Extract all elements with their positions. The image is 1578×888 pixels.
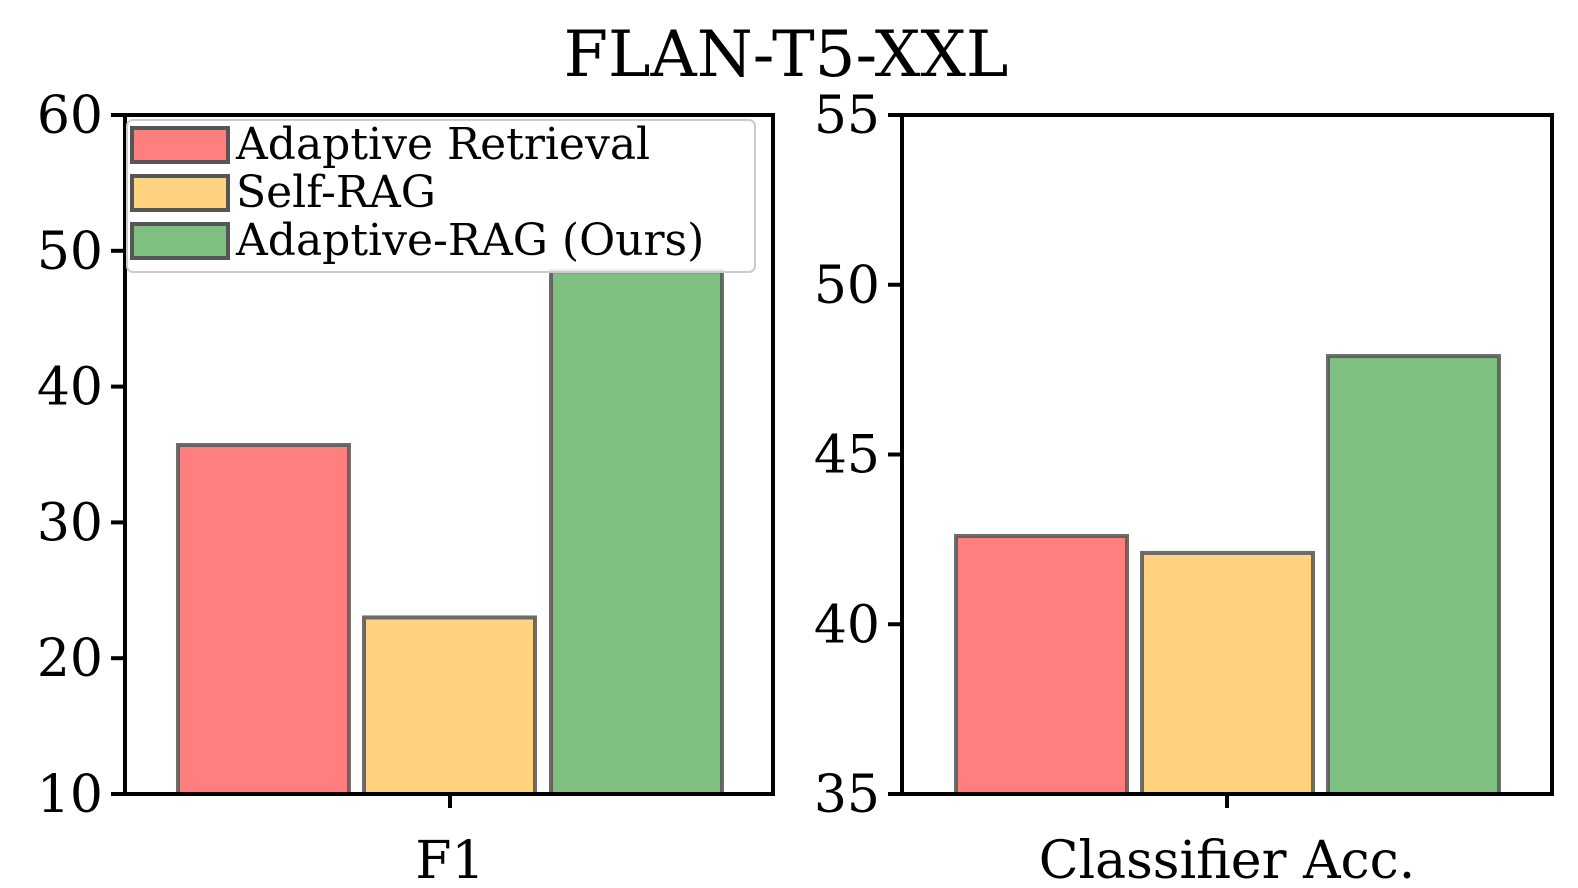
bar-adaptive-retrieval xyxy=(954,533,1129,796)
legend-swatch xyxy=(130,174,230,212)
bar-adaptive-rag-ours xyxy=(549,269,724,797)
bar-self-rag xyxy=(362,615,537,797)
y-tick-label: 45 xyxy=(814,426,880,486)
y-tick-label: 50 xyxy=(37,222,103,282)
chart-title: FLAN-T5-XXL xyxy=(564,18,1009,92)
bar-self-rag xyxy=(1140,550,1315,797)
legend-label: Adaptive-RAG (Ours) xyxy=(235,215,704,266)
bar-adaptive-retrieval xyxy=(176,442,351,796)
y-tick-label: 35 xyxy=(814,765,880,825)
y-tick-label: 40 xyxy=(814,595,880,655)
y-tick-label: 20 xyxy=(37,629,103,689)
y-tick-label: 40 xyxy=(37,358,103,418)
y-tick-label: 10 xyxy=(37,765,103,825)
y-tick-label: 30 xyxy=(37,493,103,553)
y-tick-label: 50 xyxy=(814,256,880,316)
y-tick-label: 55 xyxy=(814,86,880,146)
legend-label: Self-RAG xyxy=(236,167,436,218)
legend-label: Adaptive Retrieval xyxy=(235,119,650,170)
legend-box xyxy=(126,119,756,273)
legend-swatch xyxy=(130,126,230,164)
y-tick-label: 60 xyxy=(37,86,103,146)
x-tick-label: Classifier Acc. xyxy=(1039,831,1416,888)
bar-adaptive-rag-ours xyxy=(1326,354,1501,796)
legend-swatch xyxy=(130,222,230,260)
panel-classifier-acc: 35 40 45 50 55 Classifier Acc. xyxy=(814,86,1554,888)
x-tick-label: F1 xyxy=(415,831,484,888)
